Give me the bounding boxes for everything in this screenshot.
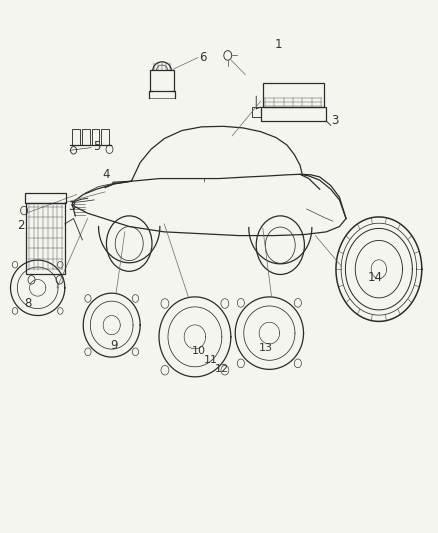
Bar bbox=[261, 107, 326, 121]
Text: 13: 13 bbox=[259, 343, 273, 352]
Text: 11: 11 bbox=[204, 355, 218, 365]
Bar bbox=[26, 203, 65, 274]
Text: 10: 10 bbox=[192, 346, 206, 356]
Text: 8: 8 bbox=[24, 297, 32, 310]
Text: 2: 2 bbox=[17, 220, 24, 232]
Bar bbox=[82, 129, 90, 145]
Bar bbox=[263, 83, 324, 107]
Text: 6: 6 bbox=[199, 51, 206, 64]
Text: 5: 5 bbox=[93, 140, 101, 152]
Text: 3: 3 bbox=[332, 114, 339, 127]
Text: 9: 9 bbox=[110, 339, 118, 352]
Bar bbox=[252, 107, 261, 117]
Bar bbox=[72, 129, 80, 145]
Bar bbox=[150, 70, 174, 91]
Bar bbox=[92, 129, 99, 145]
Text: 12: 12 bbox=[215, 364, 229, 374]
Text: 3: 3 bbox=[68, 200, 75, 213]
Text: 14: 14 bbox=[368, 271, 383, 284]
Bar bbox=[101, 129, 109, 145]
Text: 1: 1 bbox=[275, 38, 283, 51]
Text: 4: 4 bbox=[102, 168, 110, 181]
Bar bbox=[25, 193, 66, 203]
